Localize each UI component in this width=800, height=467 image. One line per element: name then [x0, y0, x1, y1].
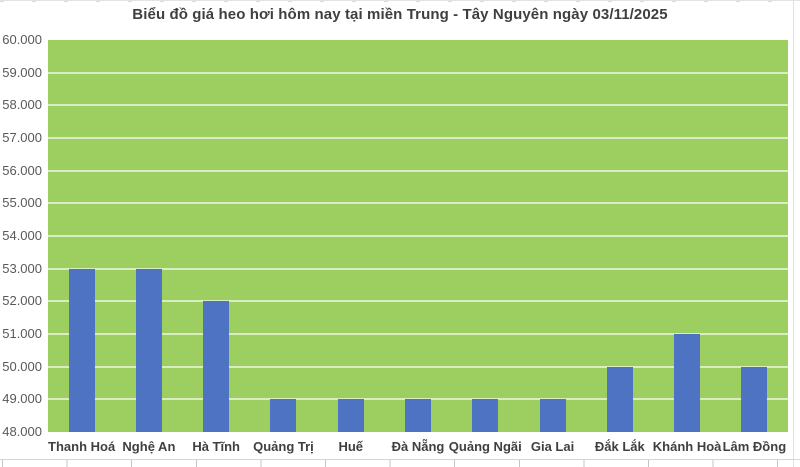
y-axis-tick-label: 50.000: [2, 358, 42, 374]
top-border-line: [0, 0, 800, 3]
gridline: [48, 365, 788, 368]
bar-Huế: [337, 399, 364, 432]
y-axis-tick-label: 51.000: [2, 326, 42, 341]
x-axis-category-label: Lâm Đồng: [722, 439, 787, 454]
x-axis-category-label: Gia Lai: [530, 439, 575, 454]
y-axis-tick-label: 60.000: [2, 32, 42, 47]
right-border-line: [793, 0, 794, 467]
x-axis-category-label: Huế: [338, 439, 363, 454]
bar-Gia Lai: [539, 399, 566, 432]
bar-Quảng Trị: [270, 399, 297, 432]
gridline: [48, 333, 788, 335]
x-axis-category-label: Quảng Ngãi: [448, 439, 522, 454]
y-axis-tick-label: 58.000: [2, 97, 42, 113]
chart-title: Biểu đồ giá heo hơi hôm nay tại miền Tru…: [132, 6, 668, 23]
gridline: [48, 137, 788, 139]
y-axis-tick-label: 57.000: [2, 130, 42, 145]
y-axis-tick-label: 49.000: [2, 391, 42, 407]
x-axis-category-label: Khánh Hoà: [652, 439, 722, 454]
x-axis-category-label: Đắk Lắk: [594, 439, 645, 454]
y-axis-tick-label: 48.000: [2, 424, 42, 439]
x-axis-category-label: Thanh Hoá: [48, 439, 116, 454]
y-axis-tick-label: 59.000: [2, 64, 42, 80]
bottom-axis-ticks: [0, 459, 800, 467]
gridline: [48, 235, 788, 237]
x-axis-category-label: Quảng Trị: [253, 439, 314, 454]
y-axis-tick-label: 54.000: [2, 228, 42, 243]
y-axis-tick-label: 55.000: [2, 195, 42, 211]
plot-area: [48, 40, 788, 432]
bar-Hà Tĩnh: [203, 301, 230, 432]
gridline: [48, 71, 788, 74]
gridline: [48, 267, 788, 270]
bar-Khánh Hoà: [674, 334, 701, 432]
x-axis-category-label: Đà Nẵng: [391, 439, 445, 454]
y-axis-tick-label: 53.000: [2, 260, 42, 276]
bar-Nghệ An: [135, 268, 162, 432]
y-axis-tick-label: 52.000: [2, 293, 42, 309]
gridline: [48, 104, 788, 107]
bar-Đà Nẵng: [405, 399, 431, 432]
gridline: [48, 202, 788, 205]
gridline: [48, 169, 788, 172]
bar-Thanh Hoá: [68, 268, 95, 432]
bar-Quảng Ngãi: [472, 399, 499, 432]
bar-Đắk Lắk: [606, 366, 633, 432]
bar-Lâm Đồng: [741, 366, 768, 432]
x-axis-category-label: Hà Tĩnh: [192, 439, 240, 454]
x-axis-category-label: Nghệ An: [122, 439, 176, 454]
gridline: [48, 300, 788, 303]
y-axis-tick-label: 56.000: [2, 162, 42, 178]
